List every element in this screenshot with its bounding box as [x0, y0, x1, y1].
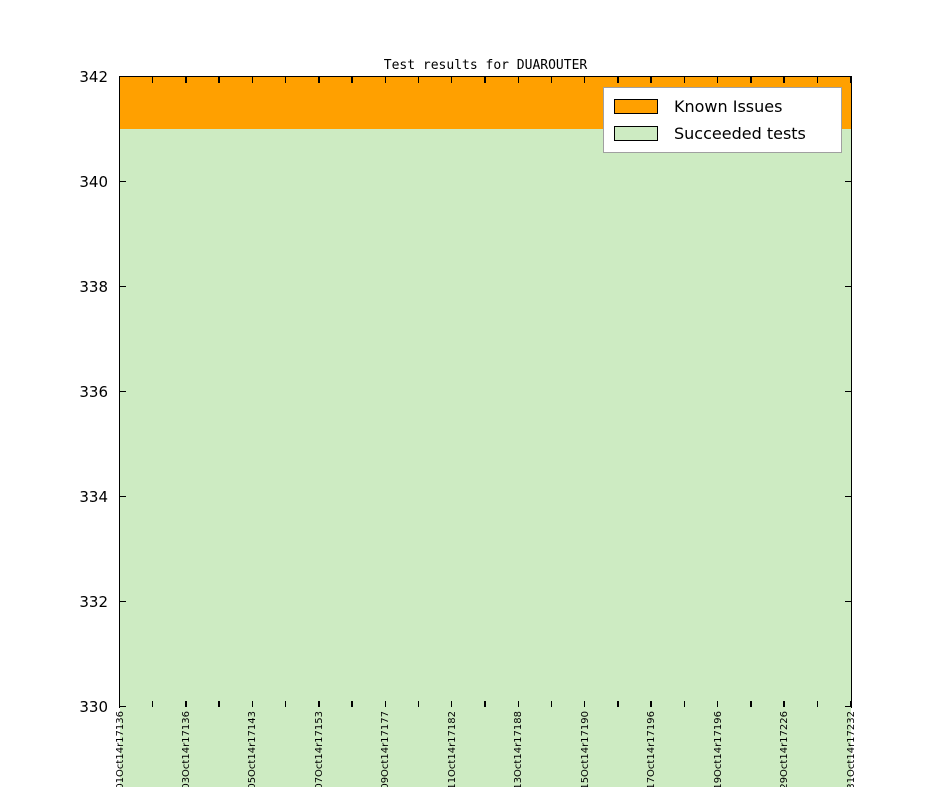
x-tick-label: 31Oct14r17232 [845, 711, 857, 787]
x-tick [218, 76, 220, 83]
legend-item-known-issues: Known Issues [614, 93, 831, 120]
x-tick-label: 05Oct14r17143 [247, 711, 259, 787]
legend-label-known-issues: Known Issues [674, 97, 783, 116]
legend-item-succeeded-tests: Succeeded tests [614, 120, 831, 147]
x-tick [617, 700, 619, 707]
x-tick [583, 76, 586, 83]
x-tick [251, 76, 254, 83]
x-tick [384, 76, 386, 83]
x-tick-label: 13Oct14r17188 [513, 711, 525, 787]
plot-area [118, 75, 852, 787]
x-tick [783, 76, 785, 83]
x-tick [517, 700, 519, 707]
y-tick-label: 340 [79, 173, 108, 191]
x-tick [318, 76, 320, 83]
x-tick [185, 700, 187, 707]
x-tick-label: 15Oct14r17190 [579, 711, 591, 787]
y-tick [844, 495, 851, 498]
x-tick [683, 76, 686, 83]
y-tick [119, 390, 126, 393]
y-tick-label: 336 [79, 383, 108, 401]
x-tick [517, 76, 519, 83]
y-tick [119, 705, 126, 708]
x-tick [484, 76, 486, 83]
x-tick [152, 700, 154, 707]
x-tick-label: 09Oct14r17177 [380, 711, 392, 787]
x-tick-label: 01Oct14r17136 [114, 711, 126, 787]
x-tick [451, 700, 453, 707]
x-tick [384, 700, 386, 707]
x-tick [417, 700, 420, 707]
x-tick [650, 700, 652, 707]
x-tick-label: 07Oct14r17153 [313, 711, 325, 787]
y-tick-label: 342 [79, 68, 108, 86]
y-tick [119, 180, 126, 183]
chart-title: Test results for DUAROUTER [383, 58, 588, 73]
x-tick [284, 76, 287, 83]
x-tick [351, 76, 353, 83]
y-tick [844, 390, 851, 393]
legend: Known Issues Succeeded tests [603, 87, 842, 153]
legend-label-succeeded-tests: Succeeded tests [674, 124, 806, 143]
x-tick [816, 700, 818, 707]
y-tick [844, 285, 851, 288]
x-tick [683, 700, 686, 707]
y-tick-label: 334 [79, 488, 108, 506]
y-tick [119, 600, 126, 603]
x-tick [849, 700, 852, 707]
y-tick [119, 285, 126, 288]
x-tick [750, 700, 752, 707]
x-tick [218, 700, 220, 707]
x-tick [318, 700, 320, 707]
y-tick-label: 332 [79, 593, 108, 611]
x-tick [351, 700, 353, 707]
x-tick [750, 76, 752, 83]
x-tick [284, 700, 287, 707]
x-tick [251, 700, 254, 707]
y-tick [119, 75, 126, 78]
x-tick [583, 700, 586, 707]
y-tick-label: 330 [79, 698, 108, 716]
y-tick [844, 600, 851, 603]
x-tick [550, 700, 553, 707]
x-tick [185, 76, 187, 83]
x-tick [118, 700, 121, 707]
x-tick [816, 76, 818, 83]
x-tick [417, 76, 420, 83]
x-tick-label: 03Oct14r17136 [180, 711, 192, 787]
x-tick-label: 19Oct14r17196 [712, 711, 724, 787]
known-issues-swatch [614, 99, 658, 114]
y-tick [844, 705, 851, 708]
succeeded-tests-swatch [614, 126, 658, 141]
x-tick [118, 76, 121, 83]
x-tick [716, 700, 719, 707]
y-tick [844, 180, 851, 183]
y-tick [119, 495, 126, 498]
x-tick [152, 76, 154, 83]
x-tick-label: 17Oct14r17196 [646, 711, 658, 787]
x-tick [650, 76, 652, 83]
y-tick-label: 338 [79, 278, 108, 296]
x-tick [484, 700, 486, 707]
x-tick [550, 76, 553, 83]
x-tick [716, 76, 719, 83]
x-tick [849, 76, 852, 83]
x-tick [617, 76, 619, 83]
x-tick-label: 29Oct14r17226 [779, 711, 791, 787]
x-tick [451, 76, 453, 83]
x-tick [783, 700, 785, 707]
y-tick [844, 75, 851, 78]
area-succeeded-tests [119, 76, 851, 787]
x-tick-label: 11Oct14r17182 [446, 711, 458, 787]
